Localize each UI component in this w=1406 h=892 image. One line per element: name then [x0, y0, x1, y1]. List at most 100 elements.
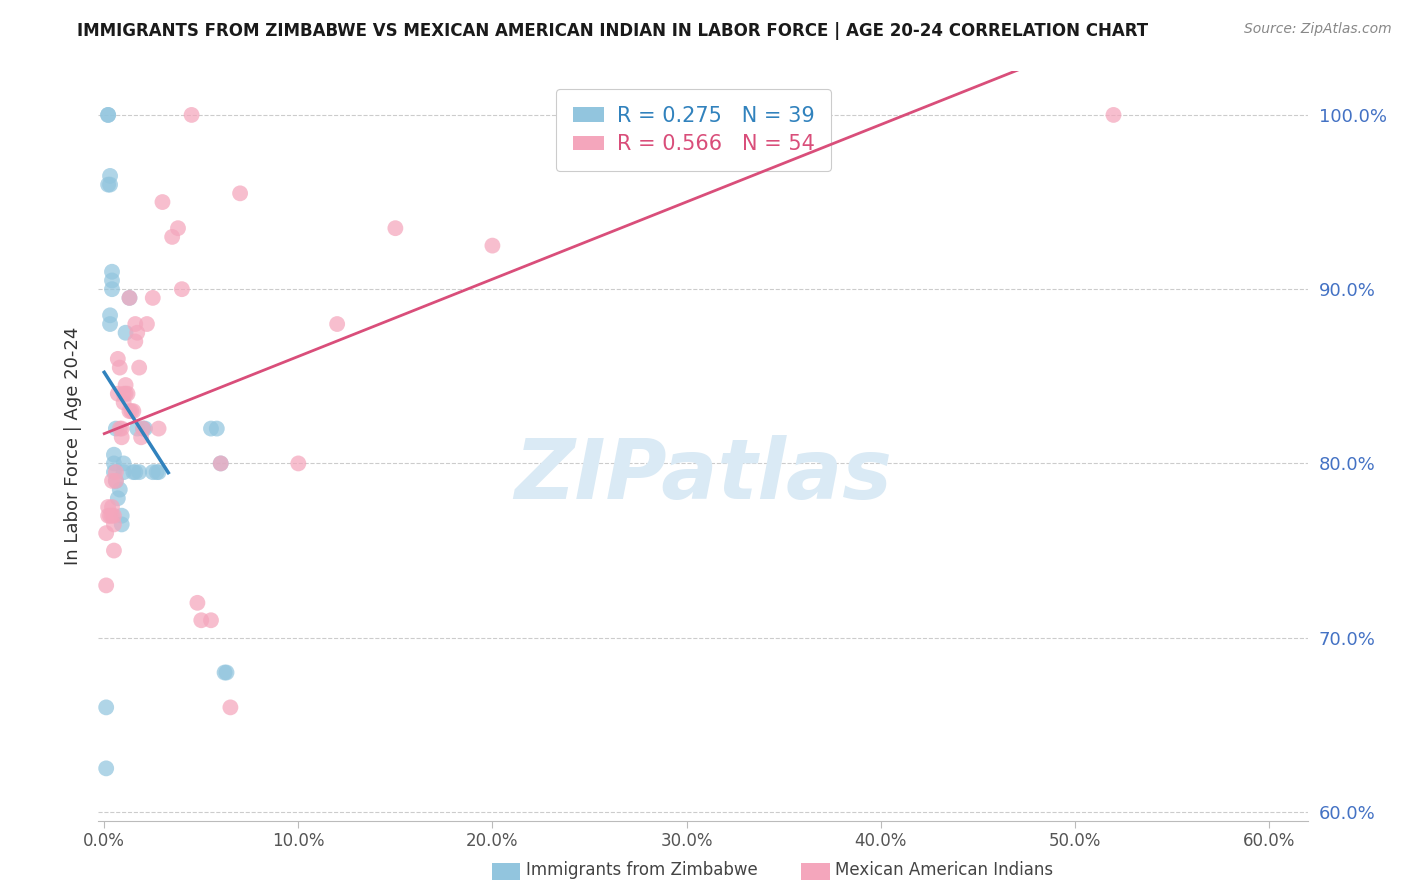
- Point: [287, 457, 309, 471]
- Point: [180, 108, 202, 122]
- Point: [103, 508, 125, 523]
- Point: [108, 483, 131, 497]
- Point: [205, 421, 228, 435]
- Point: [128, 465, 150, 479]
- Point: [111, 430, 134, 444]
- Point: [103, 457, 125, 471]
- Legend: R = 0.275   N = 39, R = 0.566   N = 54: R = 0.275 N = 39, R = 0.566 N = 54: [557, 89, 831, 171]
- Point: [98, 317, 121, 331]
- Point: [101, 474, 124, 488]
- Point: [103, 448, 125, 462]
- Text: IMMIGRANTS FROM ZIMBABWE VS MEXICAN AMERICAN INDIAN IN LABOR FORCE | AGE 20-24 C: IMMIGRANTS FROM ZIMBABWE VS MEXICAN AMER…: [77, 22, 1149, 40]
- Point: [107, 491, 129, 506]
- Point: [152, 195, 174, 210]
- Point: [104, 421, 127, 435]
- Point: [132, 421, 155, 435]
- Text: Source: ZipAtlas.com: Source: ZipAtlas.com: [1244, 22, 1392, 37]
- Point: [186, 596, 208, 610]
- Point: [98, 178, 121, 192]
- Point: [101, 508, 124, 523]
- Point: [101, 265, 124, 279]
- Point: [215, 665, 238, 680]
- Point: [229, 186, 252, 201]
- Point: [101, 500, 124, 514]
- Point: [112, 395, 135, 409]
- Point: [97, 108, 120, 122]
- Point: [98, 508, 121, 523]
- Point: [209, 457, 232, 471]
- Point: [112, 465, 135, 479]
- Point: [122, 404, 145, 418]
- Point: [145, 465, 167, 479]
- Point: [114, 378, 136, 392]
- Point: [117, 386, 139, 401]
- Point: [118, 291, 141, 305]
- Point: [98, 308, 121, 322]
- Point: [384, 221, 406, 235]
- Point: [96, 761, 118, 775]
- Point: [104, 474, 127, 488]
- Text: Mexican American Indians: Mexican American Indians: [835, 861, 1053, 879]
- Point: [142, 291, 165, 305]
- Point: [96, 578, 118, 592]
- Point: [160, 230, 183, 244]
- Point: [118, 404, 141, 418]
- Point: [1102, 108, 1125, 122]
- Point: [219, 700, 242, 714]
- Point: [97, 108, 120, 122]
- Point: [108, 421, 131, 435]
- Point: [97, 508, 120, 523]
- Point: [122, 465, 145, 479]
- Point: [111, 421, 134, 435]
- Point: [111, 508, 134, 523]
- Point: [120, 404, 142, 418]
- Point: [170, 282, 193, 296]
- Point: [98, 169, 121, 183]
- Point: [114, 386, 136, 401]
- Point: [200, 421, 222, 435]
- Point: [104, 474, 127, 488]
- Point: [148, 421, 170, 435]
- Point: [578, 108, 600, 122]
- Point: [104, 465, 127, 479]
- Point: [209, 457, 232, 471]
- Point: [128, 360, 150, 375]
- Point: [101, 273, 124, 287]
- Point: [132, 421, 155, 435]
- Point: [108, 360, 131, 375]
- Point: [97, 500, 120, 514]
- Text: Immigrants from Zimbabwe: Immigrants from Zimbabwe: [526, 861, 758, 879]
- Point: [167, 221, 190, 235]
- Point: [97, 178, 120, 192]
- Point: [127, 421, 149, 435]
- Point: [103, 465, 125, 479]
- Point: [124, 317, 146, 331]
- Point: [114, 326, 136, 340]
- Point: [190, 613, 212, 627]
- Point: [124, 334, 146, 349]
- Text: ZIPatlas: ZIPatlas: [515, 435, 891, 516]
- Point: [326, 317, 349, 331]
- Y-axis label: In Labor Force | Age 20-24: In Labor Force | Age 20-24: [63, 326, 82, 566]
- Point: [214, 665, 236, 680]
- Point: [148, 465, 170, 479]
- Point: [200, 613, 222, 627]
- Point: [96, 700, 118, 714]
- Point: [103, 543, 125, 558]
- Point: [481, 238, 503, 252]
- Point: [124, 465, 146, 479]
- Point: [101, 282, 124, 296]
- Point: [136, 317, 159, 331]
- Point: [142, 465, 165, 479]
- Point: [112, 386, 135, 401]
- Point: [96, 526, 118, 541]
- Point: [134, 421, 156, 435]
- Point: [129, 430, 152, 444]
- Point: [107, 386, 129, 401]
- Point: [112, 457, 135, 471]
- Point: [127, 326, 149, 340]
- Point: [111, 517, 134, 532]
- Point: [103, 517, 125, 532]
- Point: [107, 351, 129, 366]
- Point: [118, 291, 141, 305]
